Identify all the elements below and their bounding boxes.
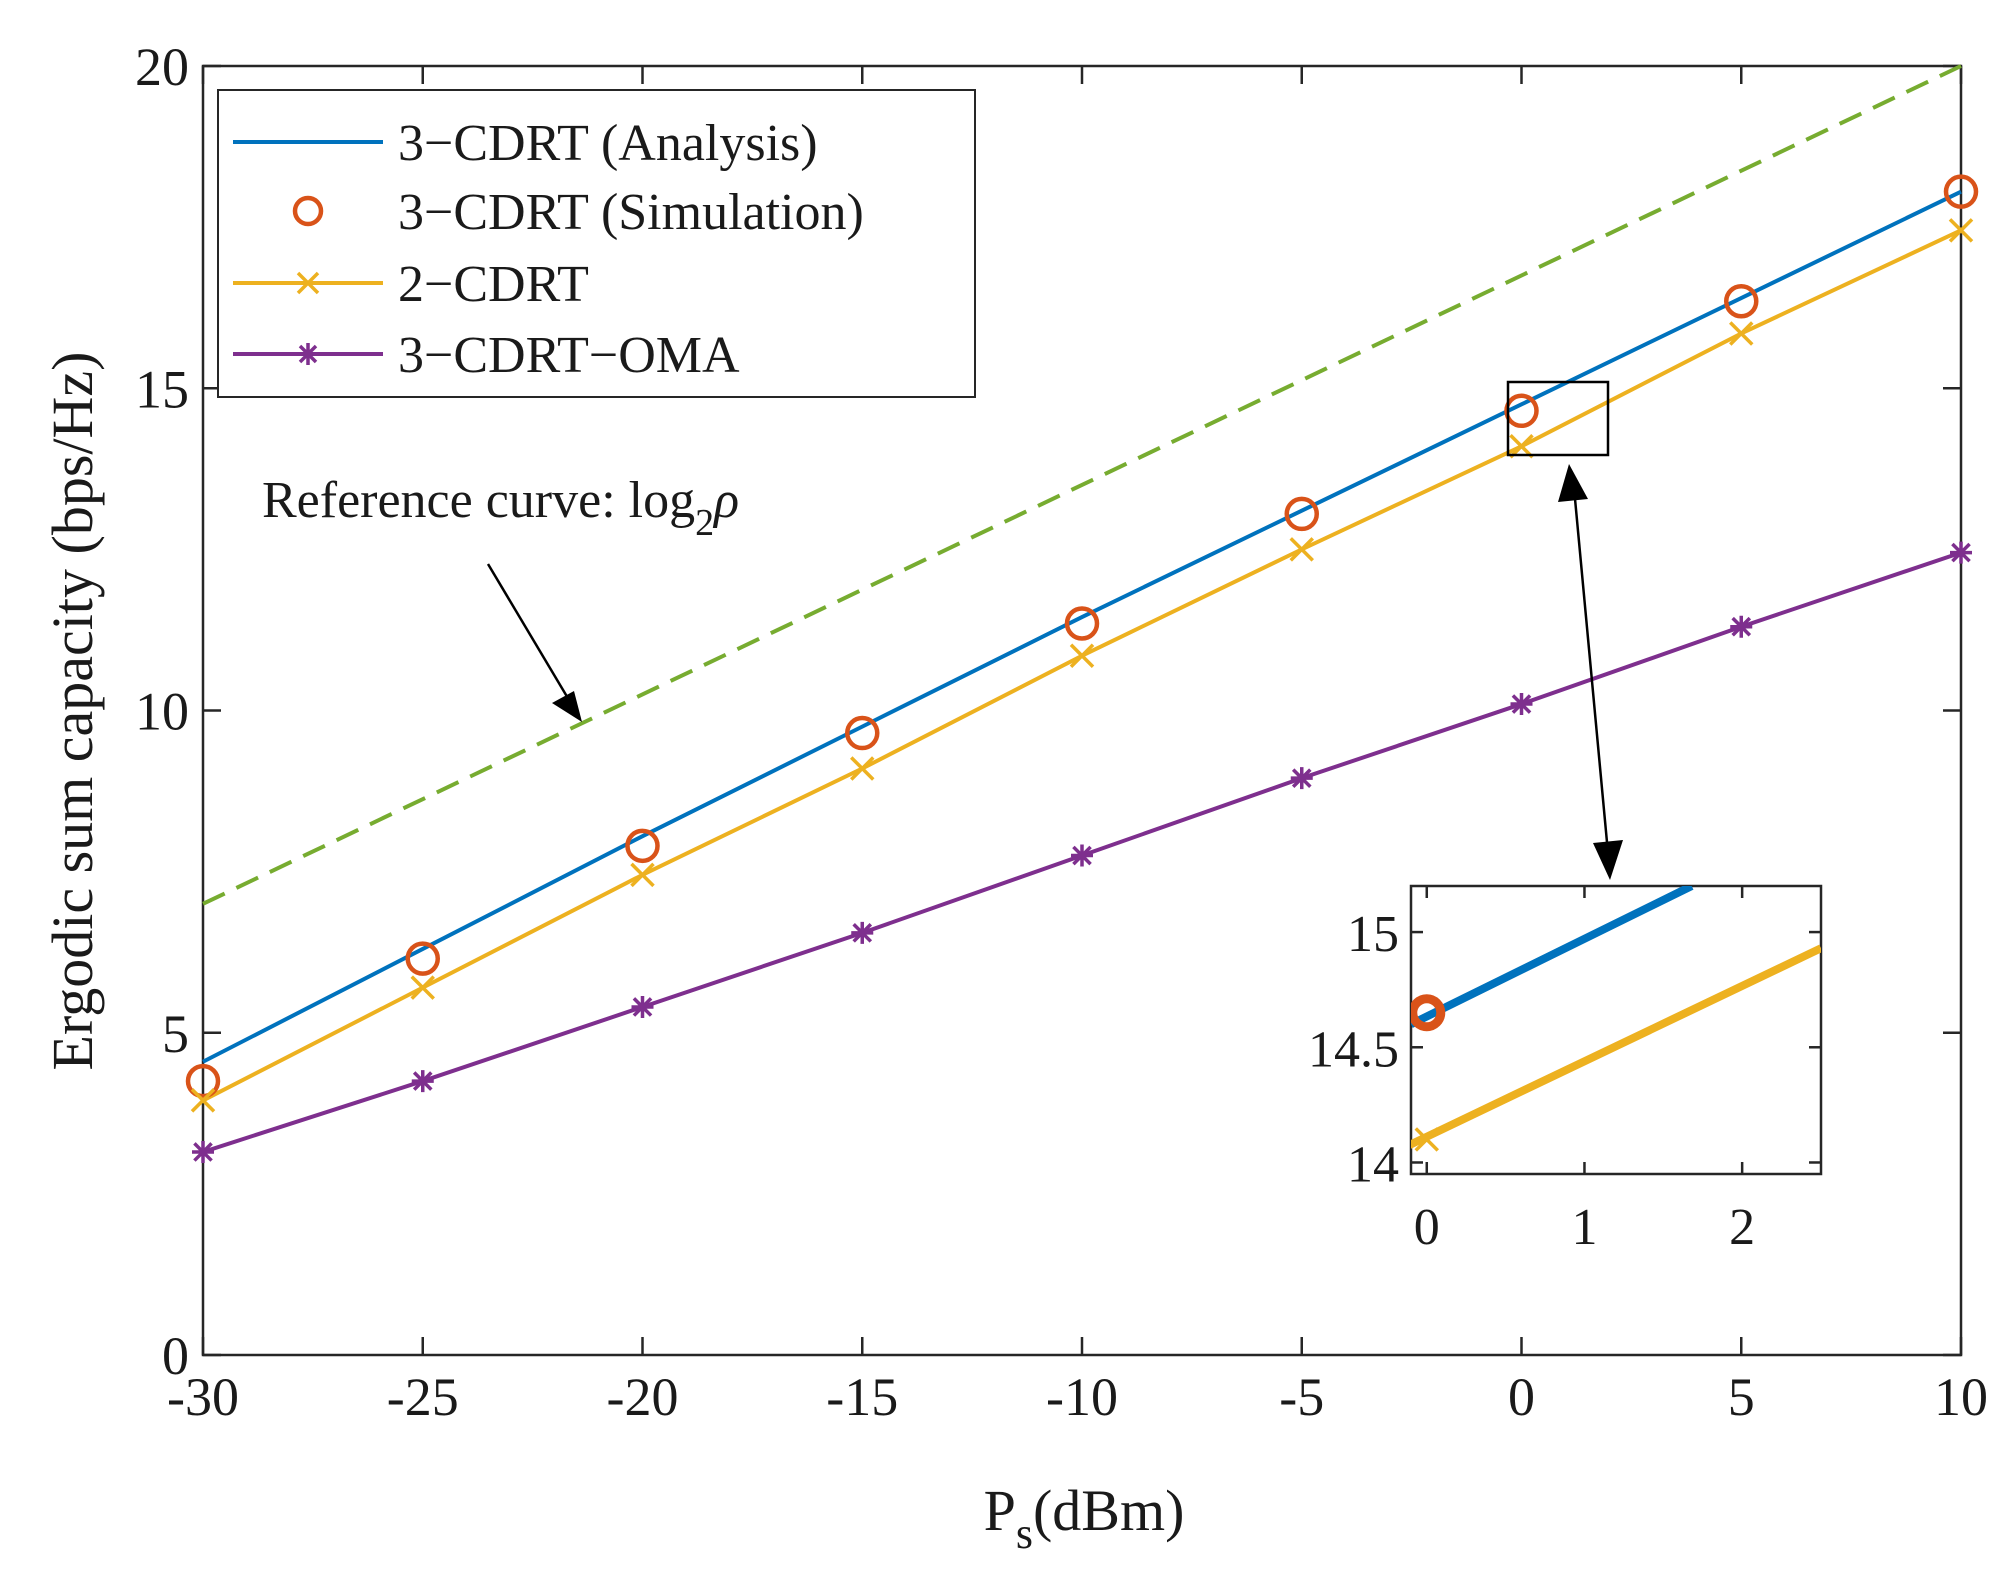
legend-label-simulation: 3−CDRT (Simulation) [398,184,864,241]
legend: 3−CDRT (Analysis) 3−CDRT (Simulation) 2−… [217,89,976,398]
x-tick-label: 10 [1934,1367,1988,1427]
x-axis-label: Ps(dBm) [984,1478,1185,1558]
y-tick-label: 0 [162,1326,189,1386]
data-point-2cdrt [630,862,655,888]
inset-clip [1411,886,1821,1152]
y-axis-label: Ergodic sum capacity (bps/Hz) [40,352,105,1071]
legend-entry-analysis: 3−CDRT (Analysis) [233,115,818,172]
zoom-connector-arrow [1558,464,1623,880]
data-point-simulation [1724,283,1759,319]
inset-y-tick-label: 14 [1347,1136,1399,1193]
inset-y-tick-label: 15 [1347,906,1399,963]
x-tick-label: -5 [1279,1367,1324,1427]
data-point-oma [192,1140,214,1163]
x-tick-label: -15 [826,1367,898,1427]
y-tick-label: 10 [135,682,189,742]
data-point-simulation [1504,393,1539,429]
legend-entry-oma: 3−CDRT−OMA [233,327,740,384]
x-tick-label: -30 [167,1367,239,1427]
legend-entry-2cdrt: 2−CDRT [233,256,589,313]
y-tick-label: 20 [135,37,189,97]
inset-zoom-plot: 14 14.5 15 0 1 2 [1308,884,1823,1256]
data-point-oma [631,995,654,1018]
inset-point-2cdrt [1414,1127,1440,1152]
data-point-2cdrt [190,1088,216,1113]
inset-point-simulation [1411,994,1446,1032]
data-point-simulation [845,715,880,751]
data-point-oma [851,921,874,944]
series [185,174,1979,1163]
reference-line [202,64,1962,906]
data-point-simulation [405,941,440,976]
inset-line-analysis [1411,886,1694,1028]
data-point-2cdrt [1289,537,1314,562]
inset-line-2cdrt [1411,944,1821,1149]
inset-plot-area [1409,884,1823,1176]
data-point-2cdrt [410,975,435,1000]
inset-marks [1411,886,1821,1152]
data-point-2cdrt [1948,218,1974,243]
data-point-oma [1950,541,1972,564]
legend-label-2cdrt: 2−CDRT [398,256,589,313]
data-point-oma [1730,615,1753,638]
legend-marker-oma [297,343,319,365]
reference-arrow [486,563,582,722]
y-tick-label: 5 [162,1004,189,1064]
x-axis: -30 -25 -20 -15 -10 -5 0 5 10 [167,66,1988,1427]
data-point-2cdrt [1509,434,1534,459]
inset-y-tick-label: 14.5 [1308,1021,1399,1078]
inset-x-tick-label: 2 [1729,1199,1755,1256]
reference-label: Reference curve: log2ρ [262,472,739,544]
data-point-2cdrt [850,756,875,781]
data-point-oma [1071,844,1093,867]
x-tick-label: 0 [1508,1367,1535,1427]
inset-x-tick-label: 0 [1414,1199,1440,1256]
data-point-simulation [1064,606,1100,641]
data-point-2cdrt [1069,643,1095,668]
legend-label-oma: 3−CDRT−OMA [398,327,740,384]
legend-label-analysis: 3−CDRT (Analysis) [398,115,818,172]
data-point-oma [1290,767,1313,790]
zoom-box [1506,380,1610,457]
data-point-oma [411,1070,434,1093]
data-point-simulation [185,1063,221,1099]
x-tick-label: 5 [1728,1367,1755,1427]
data-point-simulation [1943,174,1979,209]
inset-x-tick-label: 1 [1571,1199,1597,1256]
data-point-2cdrt [1729,321,1754,346]
x-tick-label: -10 [1046,1367,1118,1427]
legend-entry-simulation: 3−CDRT (Simulation) [292,184,864,241]
data-point-oma [1510,693,1533,716]
data-point-simulation [625,828,660,864]
legend-marker-2cdrt [296,271,320,295]
inset-axes: 14 14.5 15 0 1 2 [1308,886,1821,1256]
series-line-analysis [202,189,1962,1064]
x-tick-label: -20 [607,1367,679,1427]
data-point-simulation [1284,496,1319,532]
x-tick-label: -25 [387,1367,459,1427]
y-tick-label: 15 [135,359,189,419]
legend-swatch-simulation [292,195,324,227]
reference-curve [202,64,1962,906]
